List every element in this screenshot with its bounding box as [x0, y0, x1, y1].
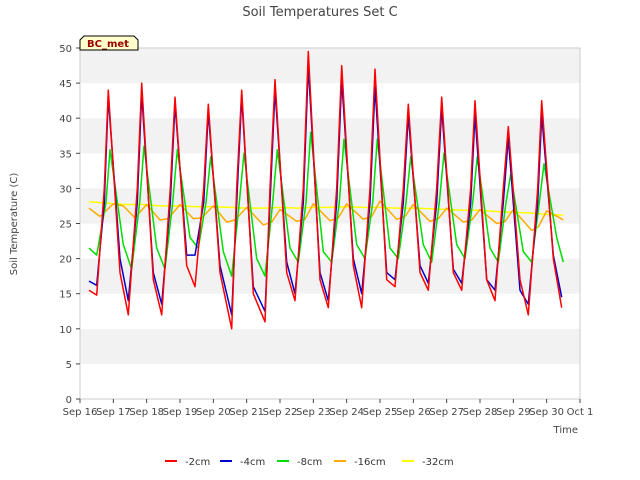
- grid-band: [80, 48, 580, 84]
- grid-band: [80, 363, 580, 399]
- x-tick-label: Sep 24: [329, 407, 364, 418]
- legend-label: -2cm: [185, 457, 210, 468]
- y-tick-label: 35: [59, 149, 72, 160]
- legend-label: -4cm: [240, 457, 265, 468]
- x-tick-label: Sep 28: [463, 407, 498, 418]
- y-tick-label: 40: [59, 114, 72, 125]
- grid-band: [80, 223, 580, 259]
- y-tick-label: 25: [59, 220, 72, 231]
- y-tick-label: 0: [66, 395, 72, 406]
- y-tick-label: 10: [59, 325, 72, 336]
- x-tick-label: Sep 17: [96, 407, 131, 418]
- y-tick-label: 5: [66, 360, 72, 371]
- grid-bands: [80, 48, 580, 399]
- series-line-2cm: [88, 50, 563, 330]
- legend-label: -8cm: [297, 457, 322, 468]
- legend-item: -8cm: [277, 457, 322, 468]
- x-tick-label: Sep 27: [429, 407, 464, 418]
- grid-band: [80, 83, 580, 119]
- y-axis-label: Soil Temperature (C): [9, 173, 20, 276]
- grid-band: [80, 153, 580, 189]
- y-tick-label: 45: [59, 79, 72, 90]
- x-tick-label: Sep 21: [229, 407, 264, 418]
- x-tick-label: Sep 29: [496, 407, 531, 418]
- x-tick-label: Sep 25: [363, 407, 398, 418]
- chart-title: Soil Temperatures Set C: [242, 5, 397, 20]
- legend-label: -32cm: [422, 457, 454, 468]
- x-tick-label: Sep 18: [129, 407, 164, 418]
- x-tick-label: Sep 30: [529, 407, 564, 418]
- y-tick-label: 15: [59, 290, 72, 301]
- legend-label: -16cm: [354, 457, 386, 468]
- y-tick-label: 20: [59, 255, 72, 266]
- legend: -2cm -4cm -8cm -16cm -32cm: [165, 457, 454, 468]
- series-line-8cm: [88, 131, 565, 277]
- grid-band: [80, 328, 580, 364]
- grid-band: [80, 118, 580, 154]
- series-line-32cm: [88, 200, 564, 216]
- y-tick-label: 50: [59, 44, 72, 55]
- x-tick-label: Sep 20: [196, 407, 231, 418]
- site-badge: BC_met: [79, 35, 139, 51]
- y-axis: 0 5 10 15 20 25 30 35 40 45 50: [59, 44, 80, 406]
- grid-band: [80, 293, 580, 329]
- site-badge-label: BC_met: [87, 39, 129, 50]
- x-tick-label: Sep 22: [263, 407, 298, 418]
- legend-item: -2cm: [165, 457, 210, 468]
- x-tick-label: Sep 19: [163, 407, 198, 418]
- y-tick-label: 30: [59, 184, 72, 195]
- x-tick-label: Sep 23: [296, 407, 331, 418]
- series-lines: [88, 50, 565, 330]
- legend-item: -4cm: [220, 457, 265, 468]
- x-axis-label: Time: [553, 425, 578, 436]
- x-tick-label: Sep 26: [396, 407, 431, 418]
- legend-item: -32cm: [402, 457, 454, 468]
- x-tick-label: Oct 1: [567, 407, 594, 418]
- legend-item: -16cm: [334, 457, 386, 468]
- x-tick-label: Sep 16: [63, 407, 98, 418]
